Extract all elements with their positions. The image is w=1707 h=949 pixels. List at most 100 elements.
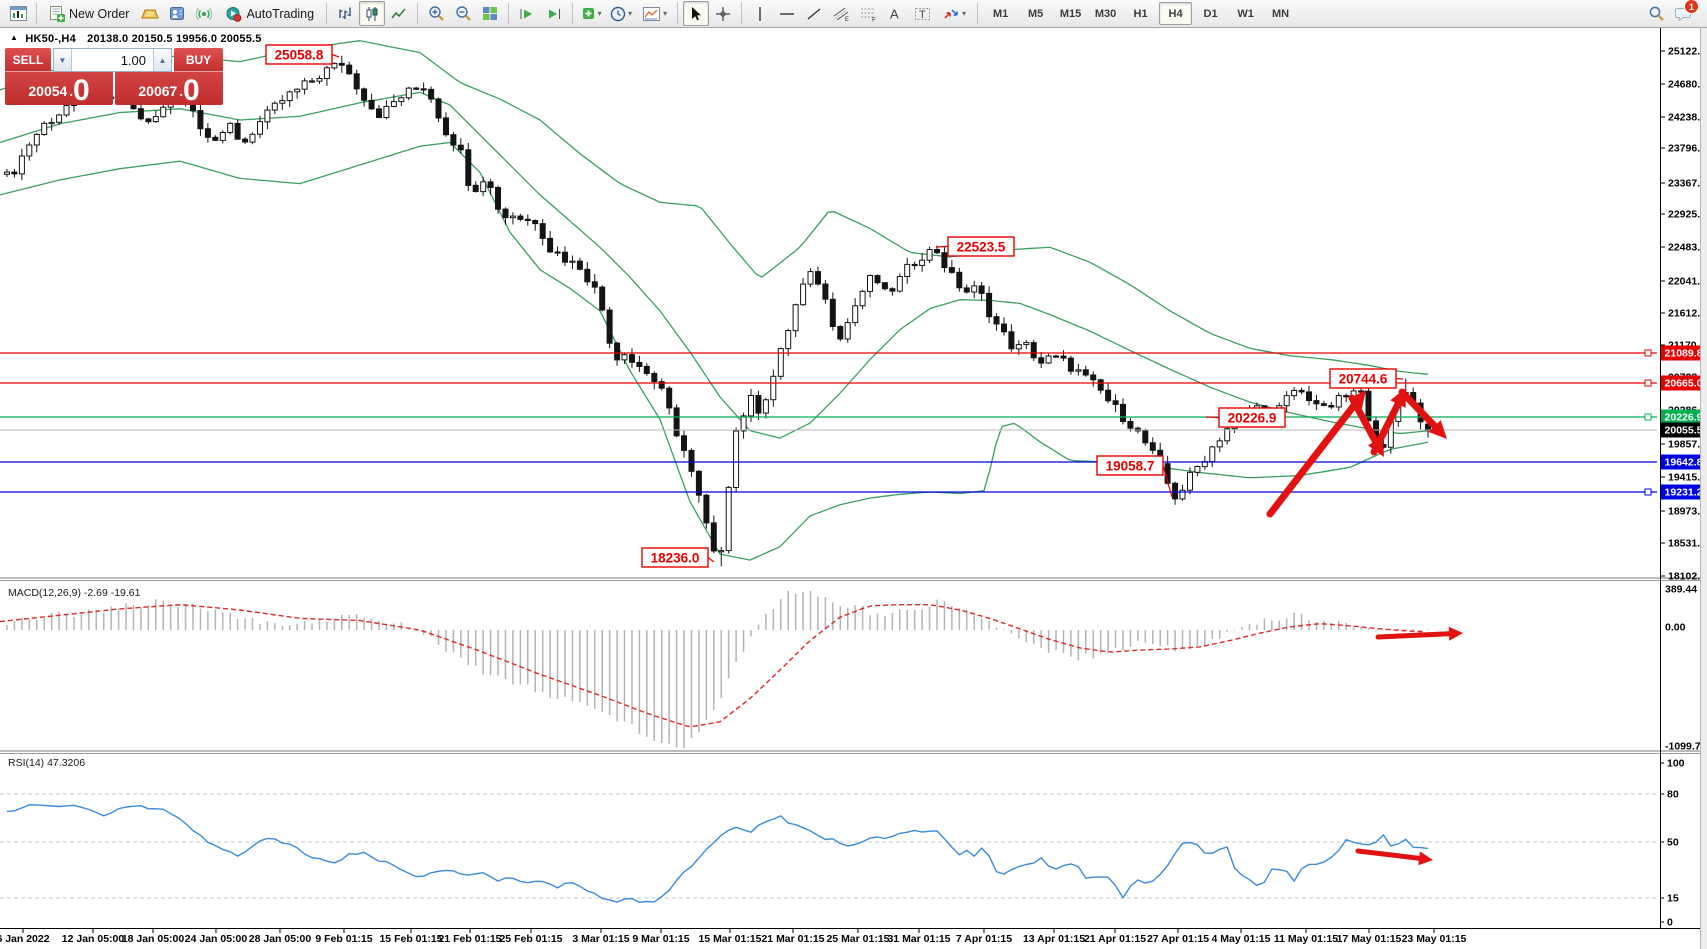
timeframe-w1[interactable]: W1 bbox=[1237, 7, 1254, 20]
sell-price-dot: . bbox=[69, 84, 73, 99]
chart-shift-icon[interactable] bbox=[541, 1, 567, 26]
svg-text:22483.0: 22483.0 bbox=[1668, 242, 1706, 254]
market-watch-icon[interactable] bbox=[137, 1, 163, 26]
timeframe-h1[interactable]: H1 bbox=[1133, 7, 1148, 20]
notifications-icon[interactable]: 1 bbox=[1670, 0, 1699, 26]
zoom-in-icon[interactable] bbox=[423, 1, 449, 26]
svg-text:21 Apr 01:15: 21 Apr 01:15 bbox=[1084, 933, 1146, 945]
timeframe-m5[interactable]: M5 bbox=[1027, 7, 1044, 20]
svg-text:27 Apr 01:15: 27 Apr 01:15 bbox=[1147, 933, 1209, 945]
indicators-icon[interactable]: ▾ bbox=[578, 1, 604, 26]
sell-button[interactable]: SELL bbox=[5, 48, 51, 72]
bollinger-bands bbox=[0, 40, 1429, 561]
svg-text:25 Mar 01:15: 25 Mar 01:15 bbox=[826, 933, 889, 945]
zoom-out-icon[interactable] bbox=[450, 1, 476, 26]
toolbar-separator bbox=[326, 3, 328, 24]
horizontal-line-objects bbox=[0, 349, 1657, 496]
dropdown-caret[interactable]: ▾ bbox=[597, 9, 602, 18]
volume-increase-button[interactable]: ▲ bbox=[153, 49, 171, 71]
text-label-icon[interactable]: T bbox=[909, 1, 935, 26]
timeframe-h4[interactable]: H4 bbox=[1159, 2, 1193, 25]
price-annotations: 25058.8 22523.5 20744.6 20226.9 19058.7 18236… bbox=[265, 44, 1404, 568]
svg-text:18973.0: 18973.0 bbox=[1668, 506, 1706, 518]
svg-text:21 Feb 01:15: 21 Feb 01:15 bbox=[438, 933, 501, 945]
toolbar-separator bbox=[741, 3, 743, 24]
svg-text:28 Jan 05:00: 28 Jan 05:00 bbox=[249, 933, 312, 945]
notification-count-badge[interactable]: 1 bbox=[1684, 0, 1699, 14]
svg-text:18 Jan 05:00: 18 Jan 05:00 bbox=[122, 933, 185, 945]
crosshair-icon[interactable] bbox=[710, 1, 736, 26]
buy-price-main: 20067 bbox=[138, 83, 178, 99]
svg-text:0: 0 bbox=[1667, 917, 1673, 929]
signals-icon[interactable] bbox=[191, 1, 217, 26]
svg-text:0.00: 0.00 bbox=[1665, 622, 1686, 634]
cursor-icon[interactable] bbox=[683, 1, 710, 26]
channel-icon[interactable]: E bbox=[828, 1, 854, 26]
timeframe-mn[interactable]: MN bbox=[1272, 7, 1290, 20]
svg-text:31 Mar 01:15: 31 Mar 01:15 bbox=[887, 933, 950, 945]
arrows-shapes-icon[interactable]: ▾ bbox=[936, 1, 972, 26]
timeframe-d1[interactable]: D1 bbox=[1203, 7, 1218, 20]
tile-windows-icon[interactable] bbox=[477, 1, 503, 26]
buy-price-pips: 0 bbox=[182, 74, 200, 107]
volume-value[interactable]: 1.00 bbox=[120, 52, 146, 68]
svg-text:12 Jan 05:00: 12 Jan 05:00 bbox=[62, 933, 125, 945]
svg-text:22523.5: 22523.5 bbox=[957, 240, 1006, 255]
collapse-triangle-icon[interactable]: ▲ bbox=[10, 33, 19, 42]
volume-decrease-button[interactable]: ▼ bbox=[54, 49, 72, 71]
dropdown-caret[interactable]: ▾ bbox=[628, 9, 633, 18]
annotation-arrows bbox=[1266, 388, 1463, 866]
horizontal-line-icon[interactable] bbox=[774, 1, 800, 26]
templates-icon[interactable]: ▾ bbox=[638, 1, 672, 26]
dropdown-caret[interactable]: ▾ bbox=[962, 9, 967, 18]
sell-price-display[interactable]: 20054. 0 bbox=[5, 72, 113, 107]
svg-text:23367.0: 23367.0 bbox=[1668, 178, 1706, 190]
svg-text:17 May 01:15: 17 May 01:15 bbox=[1337, 933, 1402, 945]
new-order-button[interactable]: New Order bbox=[42, 2, 136, 25]
svg-text:-1099.78: -1099.78 bbox=[1665, 741, 1707, 753]
svg-text:389.44: 389.44 bbox=[1665, 584, 1697, 596]
svg-text:21089.8: 21089.8 bbox=[1665, 348, 1703, 360]
one-click-trading-panel: SELL ▼ 1.00 ▲ BUY 20054. 0 20067. 0 bbox=[5, 48, 223, 107]
line-chart-icon[interactable] bbox=[386, 1, 412, 26]
toolbar-separator bbox=[677, 3, 679, 24]
sell-price-pips: 0 bbox=[72, 74, 90, 107]
svg-text:T: T bbox=[919, 9, 926, 21]
buy-price-display[interactable]: 20067. 0 bbox=[115, 72, 223, 107]
text-icon[interactable]: A bbox=[882, 1, 908, 26]
dropdown-caret[interactable]: ▾ bbox=[663, 9, 668, 18]
periods-icon[interactable]: ▾ bbox=[605, 1, 637, 26]
fibonacci-icon[interactable]: F bbox=[855, 1, 881, 26]
svg-text:20055.5: 20055.5 bbox=[1665, 425, 1703, 437]
rsi-label: RSI(14) 47.3206 bbox=[8, 757, 85, 769]
window-scroll-strip[interactable] bbox=[1700, 28, 1707, 949]
search-icon[interactable] bbox=[1643, 1, 1669, 26]
svg-text:25 Feb 01:15: 25 Feb 01:15 bbox=[499, 933, 562, 945]
auto-scroll-icon[interactable] bbox=[514, 1, 540, 26]
svg-text:9 Feb 01:15: 9 Feb 01:15 bbox=[315, 933, 372, 945]
bar-chart-icon[interactable] bbox=[332, 1, 358, 26]
candlestick-chart-icon[interactable] bbox=[359, 1, 386, 26]
autotrading-label: AutoTrading bbox=[246, 6, 315, 21]
svg-text:20226.9: 20226.9 bbox=[1228, 411, 1277, 426]
svg-text:22925.0: 22925.0 bbox=[1668, 209, 1706, 221]
timeframe-m30[interactable]: M30 bbox=[1094, 7, 1117, 20]
autotrading-button[interactable]: AutoTrading bbox=[218, 2, 321, 25]
timeframe-m15[interactable]: M15 bbox=[1059, 7, 1082, 20]
buy-button[interactable]: BUY bbox=[174, 48, 223, 72]
vertical-line-icon[interactable] bbox=[747, 1, 773, 26]
svg-text:24 Jan 05:00: 24 Jan 05:00 bbox=[185, 933, 248, 945]
svg-text:19857.0: 19857.0 bbox=[1668, 439, 1706, 451]
chart-ohlc-values: 20138.0 20150.5 19956.0 20055.5 bbox=[87, 33, 262, 45]
pane-separators bbox=[0, 577, 1707, 929]
svg-text:9 Mar 01:15: 9 Mar 01:15 bbox=[632, 933, 689, 945]
svg-text:15 Mar 01:15: 15 Mar 01:15 bbox=[698, 933, 761, 945]
new-chart-icon[interactable] bbox=[5, 1, 31, 26]
timeframe-m1[interactable]: M1 bbox=[992, 7, 1009, 20]
svg-text:23796.0: 23796.0 bbox=[1668, 143, 1706, 155]
svg-text:20665.0: 20665.0 bbox=[1665, 378, 1703, 390]
data-window-icon[interactable] bbox=[164, 1, 190, 26]
svg-text:4 May 01:15: 4 May 01:15 bbox=[1212, 933, 1271, 945]
trendline-icon[interactable] bbox=[801, 1, 827, 26]
